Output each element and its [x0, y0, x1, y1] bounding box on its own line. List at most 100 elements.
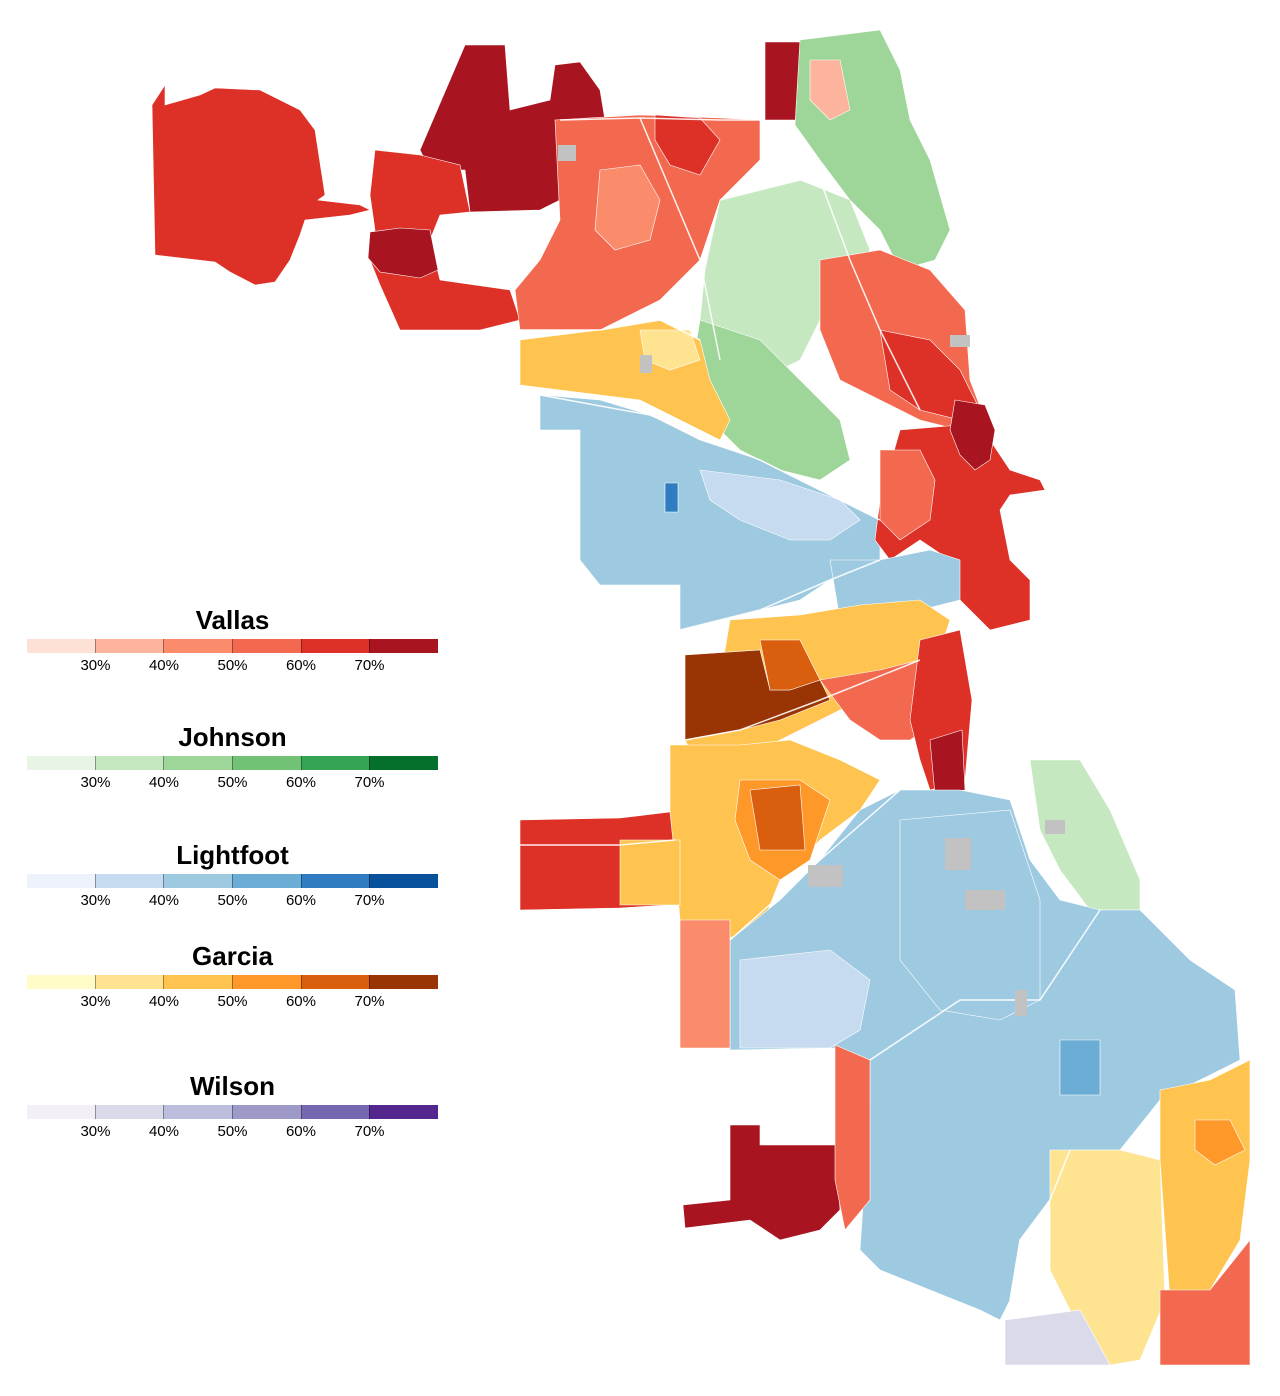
- legend-tick-label: 40%: [148, 774, 179, 791]
- legend-tick-label: 70%: [354, 657, 385, 674]
- legend-swatch: [94, 1105, 164, 1119]
- legend-tick-label: 50%: [217, 892, 248, 909]
- legend-tick-label: 30%: [80, 892, 111, 909]
- legend-swatch: [94, 756, 164, 770]
- legend-tick-label: 70%: [354, 993, 385, 1010]
- legend-tick-label: 30%: [80, 657, 111, 674]
- legend-tick-label: 40%: [148, 657, 179, 674]
- legend-ticks: 30% 40% 50% 60% 70%: [27, 993, 438, 1013]
- no-data-patch: [808, 865, 843, 887]
- legend-tick-label: 40%: [148, 993, 179, 1010]
- legend-swatch: [163, 639, 233, 653]
- legend-swatch: [300, 975, 370, 989]
- region-west-darkblue: [664, 482, 679, 513]
- legend-swatch: [27, 874, 95, 888]
- legend-swatch: [163, 975, 233, 989]
- region-pilsen: [759, 639, 821, 691]
- legend-title: Garcia: [192, 941, 273, 971]
- legend-tick-label: 60%: [285, 774, 316, 791]
- legend-tick-label: 70%: [354, 892, 385, 909]
- legend-title: Wilson: [190, 1071, 275, 1101]
- legend-swatch: [232, 1105, 301, 1119]
- region-rogers-park: [764, 41, 801, 121]
- legend-swatch: [232, 756, 301, 770]
- region-north-lightred: [594, 164, 661, 251]
- legend-tick-label: 30%: [80, 1123, 111, 1140]
- legend-color-ramp: [27, 756, 439, 770]
- legend-swatch: [94, 874, 164, 888]
- legend-swatch: [232, 975, 301, 989]
- legend-tick-label: 50%: [217, 993, 248, 1010]
- region-south-lightfoot-light: [739, 949, 871, 1049]
- legend-swatch: [300, 874, 370, 888]
- legend-swatch: [369, 975, 439, 989]
- ward-boundaries: [520, 117, 1101, 1301]
- legend-tick-label: 40%: [148, 1123, 179, 1140]
- no-data-patch: [558, 145, 576, 161]
- region-loop: [949, 399, 996, 471]
- legend-swatch: [163, 756, 233, 770]
- region-mount-greenwood: [682, 1124, 841, 1241]
- region-bridgeport-darkest: [929, 729, 966, 796]
- region-west-lightfoot-light: [699, 469, 861, 541]
- legend-swatch: [27, 975, 95, 989]
- legend-ticks: 30% 40% 50% 60% 70%: [27, 1123, 438, 1143]
- no-data-patch: [640, 355, 652, 373]
- legend-tick-label: 40%: [148, 892, 179, 909]
- legend-swatch: [300, 756, 370, 770]
- legend-ticks: 30% 40% 50% 60% 70%: [27, 774, 438, 794]
- legend-tick-label: 70%: [354, 774, 385, 791]
- legend-swatch: [94, 639, 164, 653]
- legend-title: Vallas: [195, 605, 270, 635]
- no-data-patch: [965, 890, 1005, 910]
- legend-tick-label: 30%: [80, 993, 111, 1010]
- legend-swatch: [94, 975, 164, 989]
- region-ashburn: [679, 919, 731, 1049]
- legend-swatch: [232, 639, 301, 653]
- region-west-lightfoot: [539, 394, 881, 631]
- legend-tick-label: 50%: [217, 1123, 248, 1140]
- legend-tick-label: 50%: [217, 774, 248, 791]
- legend-lightfoot: Lightfoot 30% 40% 50% 60% 70%: [27, 840, 439, 912]
- legend-color-ramp: [27, 639, 439, 653]
- legend-tick-label: 60%: [285, 657, 316, 674]
- region-east-side-orange: [1194, 1119, 1246, 1166]
- legend-tick-label: 60%: [285, 993, 316, 1010]
- legend-color-ramp: [27, 874, 439, 888]
- legend-ticks: 30% 40% 50% 60% 70%: [27, 892, 438, 912]
- legend-tick-label: 60%: [285, 1123, 316, 1140]
- legend-garcia: Garcia 30% 40% 50% 60% 70%: [27, 941, 439, 1013]
- legend-swatch: [369, 756, 439, 770]
- region-ohare: [151, 83, 371, 286]
- region-clearing: [619, 839, 681, 906]
- region-jefferson-park: [654, 114, 721, 176]
- legend-ticks: 30% 40% 50% 60% 70%: [27, 657, 438, 677]
- no-data-patch: [1045, 820, 1065, 834]
- region-riverdale: [1004, 1309, 1111, 1366]
- legend-swatch: [369, 1105, 439, 1119]
- legend-tick-label: 30%: [80, 774, 111, 791]
- legend-swatch: [163, 874, 233, 888]
- legend-swatch: [300, 1105, 370, 1119]
- legend-swatch: [27, 756, 95, 770]
- legend-vallas: Vallas 30% 40% 50% 60% 70%: [27, 605, 439, 677]
- legend-tick-label: 50%: [217, 657, 248, 674]
- legend-swatch: [27, 639, 95, 653]
- no-data-patch: [945, 838, 971, 870]
- legend-title: Johnson: [178, 722, 287, 752]
- no-data-patch: [950, 335, 970, 347]
- region-northwest-b: [367, 227, 439, 279]
- no-data-patch: [1015, 990, 1027, 1016]
- legend-swatch: [369, 639, 439, 653]
- legend-swatch: [300, 639, 370, 653]
- legend-swatch: [369, 874, 439, 888]
- legend-tick-label: 70%: [354, 1123, 385, 1140]
- region-south-deering: [1159, 1239, 1251, 1366]
- legend-color-ramp: [27, 1105, 439, 1119]
- legend-swatch: [232, 874, 301, 888]
- legend-title: Lightfoot: [176, 840, 289, 870]
- region-beverly: [834, 1044, 871, 1231]
- legend-johnson: Johnson 30% 40% 50% 60% 70%: [27, 722, 439, 794]
- region-chatham-dark: [1059, 1039, 1101, 1096]
- region-north-lakefront-2: [809, 59, 851, 121]
